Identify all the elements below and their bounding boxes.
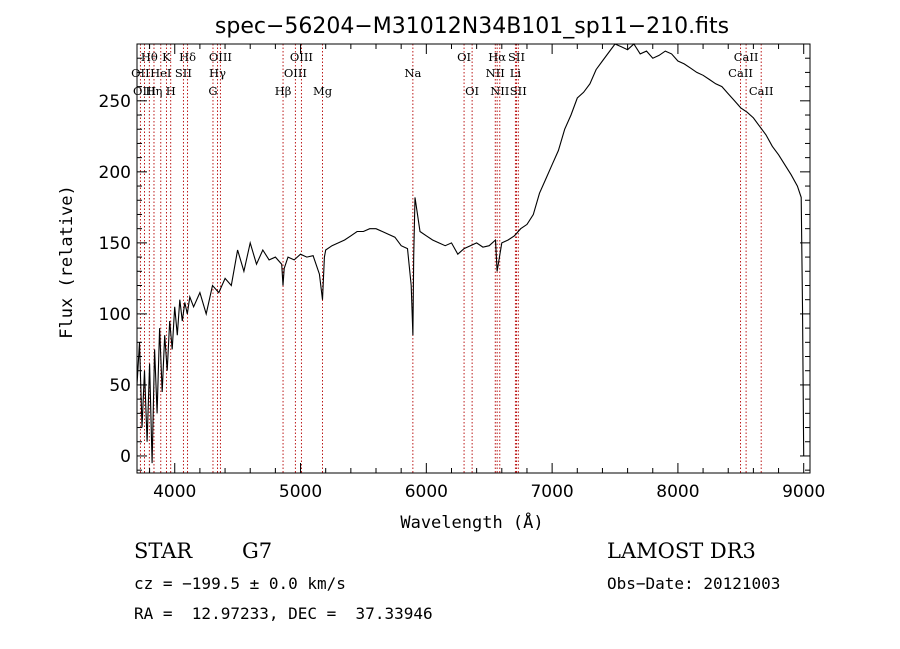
x-tick-label: 7000: [530, 482, 573, 502]
spectral-line-markers: [139, 44, 762, 473]
spectral-line-label: SII: [508, 50, 525, 64]
x-tick-label: 9000: [782, 482, 825, 502]
spectral-line-label: Hη: [146, 84, 163, 98]
observation-date: Obs−Date: 20121003: [607, 574, 781, 593]
y-axis-label: Flux (relative): [57, 185, 77, 339]
spectral-line-label: H: [166, 84, 176, 98]
spectral-line-label: OI: [465, 84, 479, 98]
spectral-line-label: Hβ: [275, 84, 292, 98]
spectral-line-label: CaII: [728, 66, 753, 80]
survey-label: LAMOST DR3: [607, 539, 756, 563]
spectral-line-label: SII: [510, 84, 527, 98]
plot-frame: [136, 43, 811, 474]
spectral-line-label: OIII: [290, 50, 313, 64]
spectral-line-label: Li: [510, 66, 522, 80]
axis-ticks: [137, 43, 810, 473]
x-axis-label: Wavelength (Å): [400, 511, 543, 533]
spectral-line-label: Hα: [488, 50, 506, 64]
y-tick-label: 0: [120, 447, 131, 467]
spectral-line-label: Hδ: [179, 50, 196, 64]
object-subclass-label: G7: [242, 539, 273, 563]
spectral-line-label: OII: [131, 66, 150, 80]
y-tick-label: 150: [99, 234, 131, 254]
y-tick-label: 200: [99, 163, 131, 183]
spectral-line-label: HeI: [150, 66, 171, 80]
object-class-label: STAR: [134, 539, 193, 563]
spectral-line-label: OIII: [209, 50, 232, 64]
spectrum-series-line: [136, 43, 805, 464]
spectral-line-label: Hγ: [209, 66, 226, 80]
spectral-line-label: NII: [486, 66, 505, 80]
spectral-line-label: CaII: [749, 84, 774, 98]
axis-tick-labels: 4000 5000 6000 7000 8000 9000 0 50 100 150 200 250: [99, 92, 826, 502]
x-tick-label: 5000: [279, 482, 322, 502]
spectral-line-label: Hθ: [141, 50, 158, 64]
spectral-line-label: CaII: [734, 50, 759, 64]
y-tick-label: 100: [99, 305, 131, 325]
spectral-line-label: K: [162, 50, 171, 64]
spectral-line-label: SII: [175, 66, 192, 80]
y-tick-label: 50: [109, 376, 131, 396]
x-tick-label: 6000: [405, 482, 448, 502]
spectral-line-label: OIII: [284, 66, 307, 80]
spectral-line-label: Na: [404, 66, 421, 80]
y-tick-label: 250: [99, 92, 131, 112]
x-tick-label: 4000: [153, 482, 196, 502]
coordinates-readout: RA = 12.97233, DEC = 37.33946: [134, 604, 433, 623]
spectral-line-label: G: [208, 84, 217, 98]
chart-title: spec−56204−M31012N34B101_sp11−210.fits: [215, 14, 729, 39]
spectral-line-label: NII: [490, 84, 509, 98]
redshift-readout: cz = −199.5 ± 0.0 km/s: [134, 574, 346, 593]
spectral-line-label: Mg: [313, 84, 333, 98]
spectral-line-label: OIII: [133, 84, 156, 98]
spectral-line-label: OI: [457, 50, 471, 64]
x-tick-label: 8000: [656, 482, 699, 502]
